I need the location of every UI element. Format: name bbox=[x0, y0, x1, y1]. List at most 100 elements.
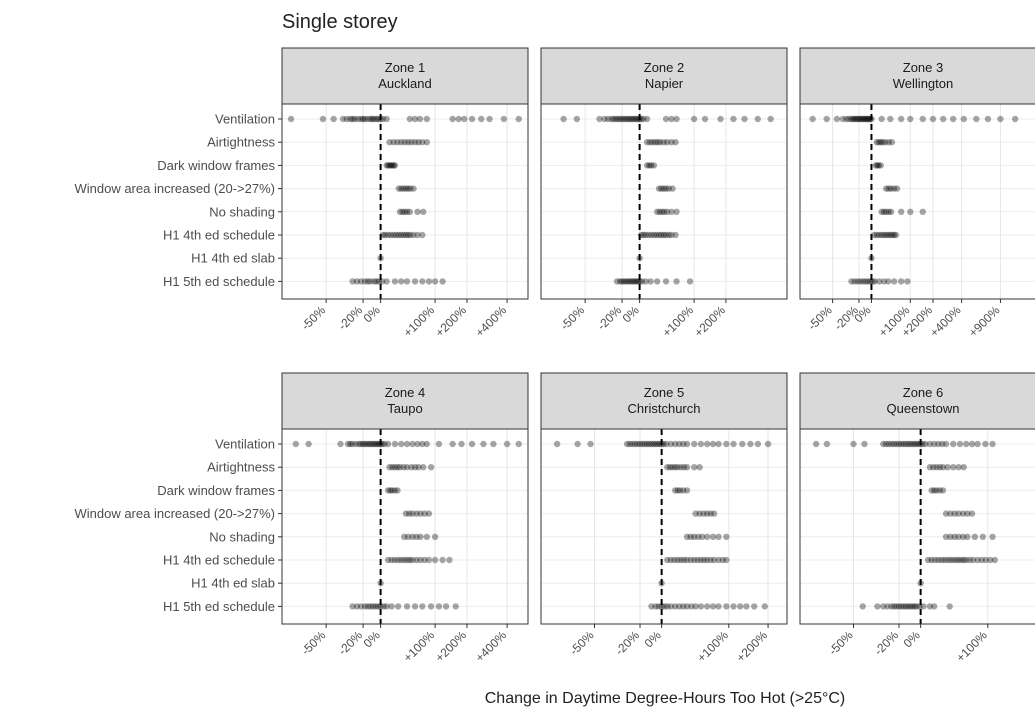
x-tick-label: -50% bbox=[567, 628, 597, 658]
data-point bbox=[754, 115, 762, 123]
data-point bbox=[381, 231, 389, 239]
data-point bbox=[848, 278, 855, 285]
data-point bbox=[631, 115, 638, 123]
data-point bbox=[381, 440, 388, 448]
data-point bbox=[629, 115, 637, 123]
data-point bbox=[717, 115, 724, 123]
data-point bbox=[386, 139, 393, 146]
data-point bbox=[369, 115, 376, 123]
data-point bbox=[941, 556, 948, 564]
data-point bbox=[628, 278, 635, 285]
data-point bbox=[361, 115, 369, 123]
data-point bbox=[873, 139, 880, 146]
data-point bbox=[655, 603, 662, 610]
data-point bbox=[503, 440, 511, 448]
data-point bbox=[490, 440, 497, 448]
data-point bbox=[658, 580, 665, 587]
data-point bbox=[417, 533, 424, 540]
data-point bbox=[680, 440, 687, 448]
facet-strip bbox=[281, 47, 529, 105]
data-point bbox=[649, 139, 656, 146]
data-point bbox=[648, 162, 655, 169]
data-point bbox=[730, 115, 737, 123]
data-point bbox=[703, 440, 711, 448]
panel-border bbox=[281, 428, 529, 625]
data-point bbox=[662, 278, 670, 285]
x-tick-label: -20% bbox=[871, 628, 901, 658]
data-point bbox=[924, 556, 932, 564]
data-point bbox=[736, 603, 744, 610]
data-point bbox=[411, 278, 419, 285]
data-point bbox=[703, 603, 711, 610]
data-point bbox=[384, 487, 392, 494]
data-point bbox=[691, 464, 698, 471]
panel-border bbox=[799, 428, 1035, 625]
data-point bbox=[403, 464, 411, 471]
data-point bbox=[411, 603, 419, 610]
data-point bbox=[880, 208, 888, 215]
data-point bbox=[917, 580, 924, 587]
data-point bbox=[709, 603, 717, 610]
data-point bbox=[636, 278, 643, 285]
data-point bbox=[962, 556, 970, 564]
data-point bbox=[658, 440, 665, 448]
data-point bbox=[674, 464, 681, 471]
data-point bbox=[449, 440, 456, 448]
y-category-label: H1 4th ed slab bbox=[191, 251, 275, 266]
data-point bbox=[672, 231, 679, 239]
data-point bbox=[480, 440, 487, 448]
data-point bbox=[852, 115, 860, 123]
data-point bbox=[913, 603, 920, 610]
data-point bbox=[629, 440, 636, 448]
data-point bbox=[890, 231, 898, 239]
data-point bbox=[384, 162, 392, 169]
data-point bbox=[634, 115, 642, 123]
data-point bbox=[878, 231, 885, 239]
data-point bbox=[411, 464, 419, 471]
data-point bbox=[658, 208, 666, 215]
data-point bbox=[396, 208, 404, 215]
data-point bbox=[637, 115, 645, 123]
data-point bbox=[553, 440, 561, 448]
data-point bbox=[427, 603, 435, 610]
facet-city-label: Napier bbox=[645, 76, 684, 91]
data-point bbox=[394, 603, 402, 610]
data-point bbox=[885, 139, 892, 146]
data-point bbox=[305, 440, 312, 448]
data-point bbox=[587, 440, 594, 448]
data-point bbox=[478, 115, 485, 123]
data-point bbox=[1011, 115, 1019, 123]
data-point bbox=[823, 440, 831, 448]
data-point bbox=[403, 603, 411, 610]
y-category-label: No shading bbox=[209, 529, 275, 544]
data-point bbox=[389, 464, 396, 471]
data-point bbox=[419, 603, 426, 610]
data-point bbox=[636, 255, 643, 262]
data-point bbox=[843, 115, 850, 123]
data-point bbox=[962, 440, 970, 448]
data-point bbox=[688, 603, 695, 610]
data-point bbox=[650, 162, 658, 169]
data-point bbox=[863, 115, 870, 123]
data-point bbox=[604, 115, 612, 123]
data-point bbox=[390, 231, 397, 239]
x-tick-label: +400% bbox=[473, 628, 510, 665]
data-point bbox=[951, 533, 958, 540]
data-point bbox=[861, 115, 868, 123]
data-point bbox=[645, 231, 652, 239]
data-point bbox=[697, 440, 705, 448]
data-point bbox=[935, 556, 942, 564]
data-point bbox=[377, 115, 384, 123]
data-point bbox=[404, 185, 412, 192]
data-point bbox=[351, 115, 358, 123]
data-point bbox=[414, 208, 421, 215]
data-point bbox=[375, 603, 382, 610]
data-point bbox=[696, 510, 703, 517]
data-point bbox=[893, 603, 900, 610]
data-point bbox=[917, 440, 924, 448]
data-point bbox=[370, 603, 377, 610]
y-category-label: Ventilation bbox=[215, 112, 275, 127]
data-point bbox=[984, 115, 992, 123]
data-point bbox=[398, 556, 405, 564]
